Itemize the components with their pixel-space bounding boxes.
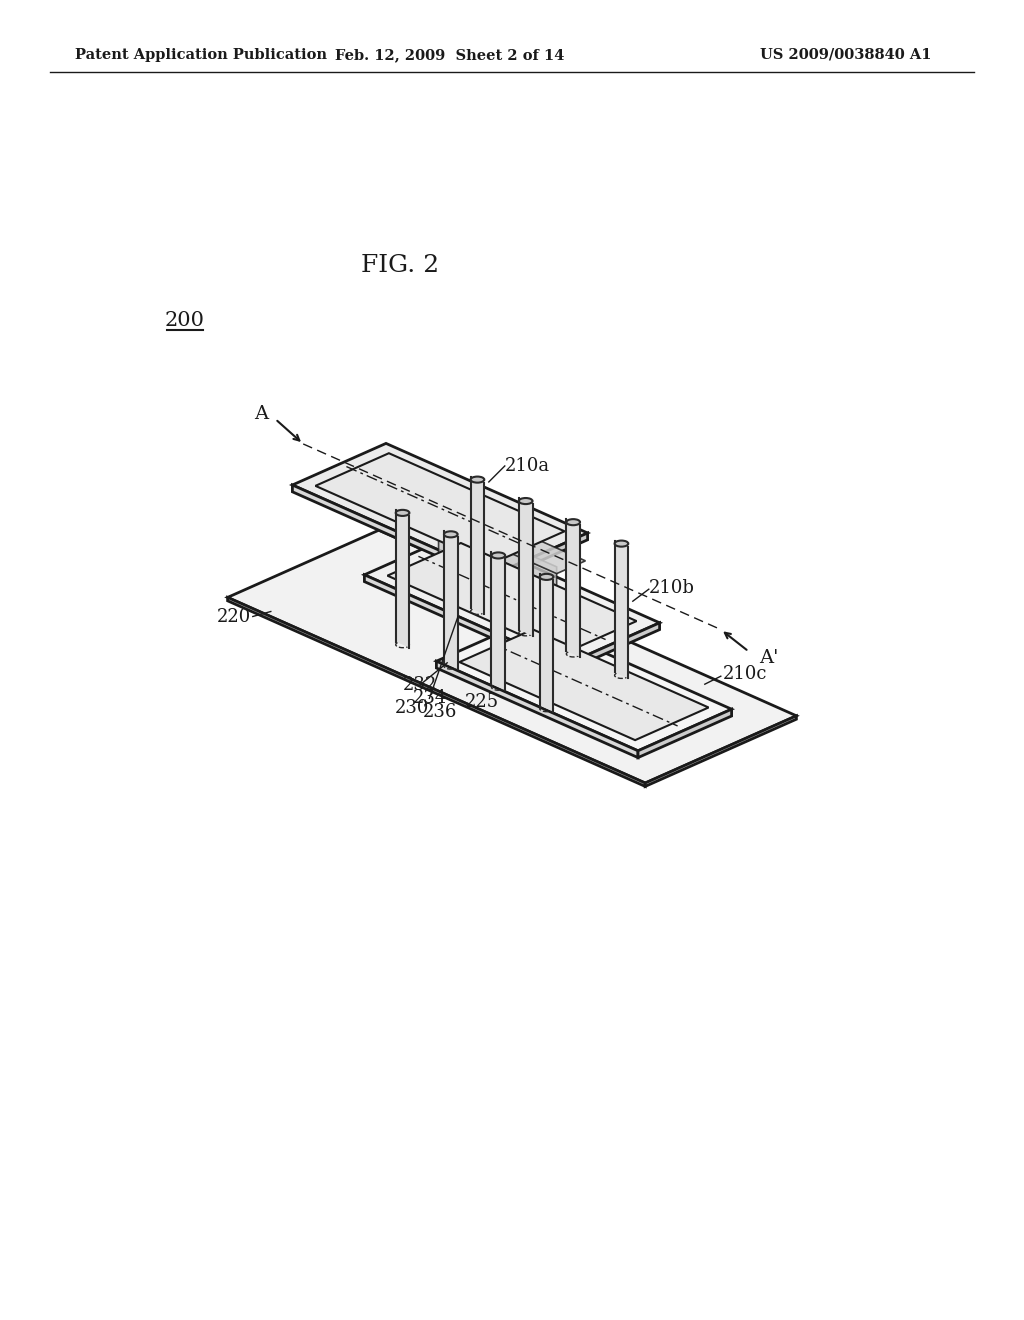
Polygon shape: [438, 566, 586, 631]
Polygon shape: [471, 477, 484, 614]
Polygon shape: [365, 574, 566, 671]
Ellipse shape: [395, 510, 410, 516]
Polygon shape: [540, 574, 553, 711]
Polygon shape: [438, 508, 586, 574]
Text: Feb. 12, 2009  Sheet 2 of 14: Feb. 12, 2009 Sheet 2 of 14: [335, 48, 564, 62]
Polygon shape: [365, 533, 659, 664]
Text: 230: 230: [394, 700, 429, 717]
Text: 210c: 210c: [723, 665, 767, 684]
Polygon shape: [494, 533, 588, 581]
Polygon shape: [315, 453, 564, 564]
Polygon shape: [566, 623, 659, 671]
Polygon shape: [566, 519, 580, 657]
Text: A: A: [254, 405, 268, 422]
Text: 220: 220: [216, 607, 251, 626]
Text: 232: 232: [402, 676, 436, 694]
Polygon shape: [519, 498, 532, 636]
Polygon shape: [387, 543, 637, 653]
Ellipse shape: [540, 574, 553, 579]
Polygon shape: [293, 484, 494, 581]
Ellipse shape: [519, 498, 532, 504]
Polygon shape: [395, 510, 410, 648]
Text: 200: 200: [165, 310, 205, 330]
Text: A': A': [759, 648, 778, 667]
Polygon shape: [614, 541, 629, 678]
Polygon shape: [638, 709, 731, 758]
Polygon shape: [444, 531, 458, 669]
Ellipse shape: [566, 519, 580, 525]
Text: 210b: 210b: [649, 579, 694, 597]
Text: Patent Application Publication: Patent Application Publication: [75, 48, 327, 62]
Polygon shape: [460, 630, 709, 741]
Polygon shape: [645, 715, 797, 787]
Polygon shape: [436, 619, 731, 751]
Polygon shape: [438, 515, 557, 642]
Ellipse shape: [471, 477, 484, 483]
Ellipse shape: [614, 541, 629, 546]
Ellipse shape: [444, 531, 458, 537]
Text: 225: 225: [465, 693, 499, 711]
Polygon shape: [492, 552, 505, 690]
Text: 234: 234: [413, 689, 446, 708]
Polygon shape: [293, 444, 588, 574]
Polygon shape: [227, 531, 797, 783]
Ellipse shape: [492, 552, 505, 558]
Text: FIG. 2: FIG. 2: [360, 253, 439, 276]
Polygon shape: [227, 598, 645, 787]
Text: US 2009/0038840 A1: US 2009/0038840 A1: [760, 48, 932, 62]
Text: 210a: 210a: [505, 457, 550, 475]
Polygon shape: [436, 661, 638, 758]
Text: 236: 236: [422, 704, 457, 721]
